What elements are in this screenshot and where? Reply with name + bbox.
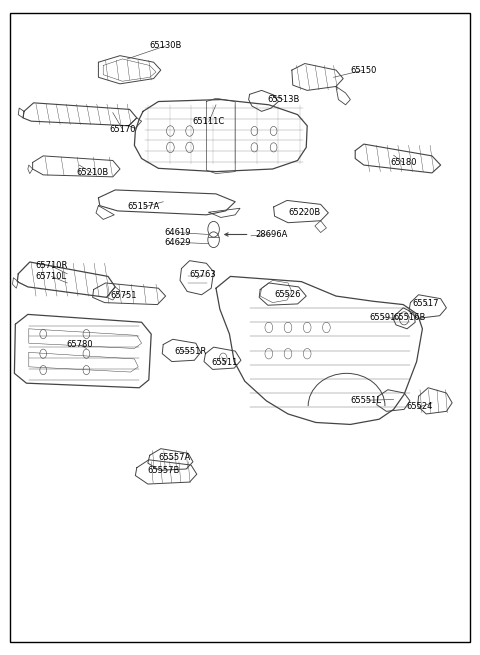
Text: 65710L: 65710L (36, 272, 67, 281)
Text: 65157A: 65157A (128, 202, 160, 212)
Text: 65780: 65780 (66, 340, 93, 349)
Text: 65220B: 65220B (288, 208, 321, 217)
Text: 65524: 65524 (407, 402, 433, 411)
Text: 65130B: 65130B (149, 41, 182, 50)
Text: 64629: 64629 (164, 238, 191, 247)
Text: 65511: 65511 (212, 358, 238, 367)
Text: 65150: 65150 (351, 66, 377, 75)
Text: 28696A: 28696A (255, 230, 288, 239)
Text: 65513B: 65513B (267, 95, 300, 104)
Text: 65180: 65180 (390, 158, 417, 167)
Text: 65710R: 65710R (35, 261, 68, 271)
Text: 65557A: 65557A (158, 453, 191, 462)
Text: 65517: 65517 (412, 299, 439, 308)
Text: 65591: 65591 (370, 313, 396, 322)
Text: 65516B: 65516B (394, 313, 426, 322)
Text: 65751: 65751 (110, 291, 137, 300)
Text: 65210B: 65210B (76, 168, 108, 178)
Text: 65170: 65170 (109, 124, 136, 134)
Text: 64619: 64619 (164, 228, 191, 237)
Text: 65111C: 65111C (192, 117, 225, 126)
Text: 65763: 65763 (190, 270, 216, 279)
Text: 65551L: 65551L (350, 396, 381, 405)
Text: 65526: 65526 (275, 290, 301, 299)
Text: 65557B: 65557B (147, 466, 180, 475)
Text: 65551R: 65551R (174, 346, 207, 356)
